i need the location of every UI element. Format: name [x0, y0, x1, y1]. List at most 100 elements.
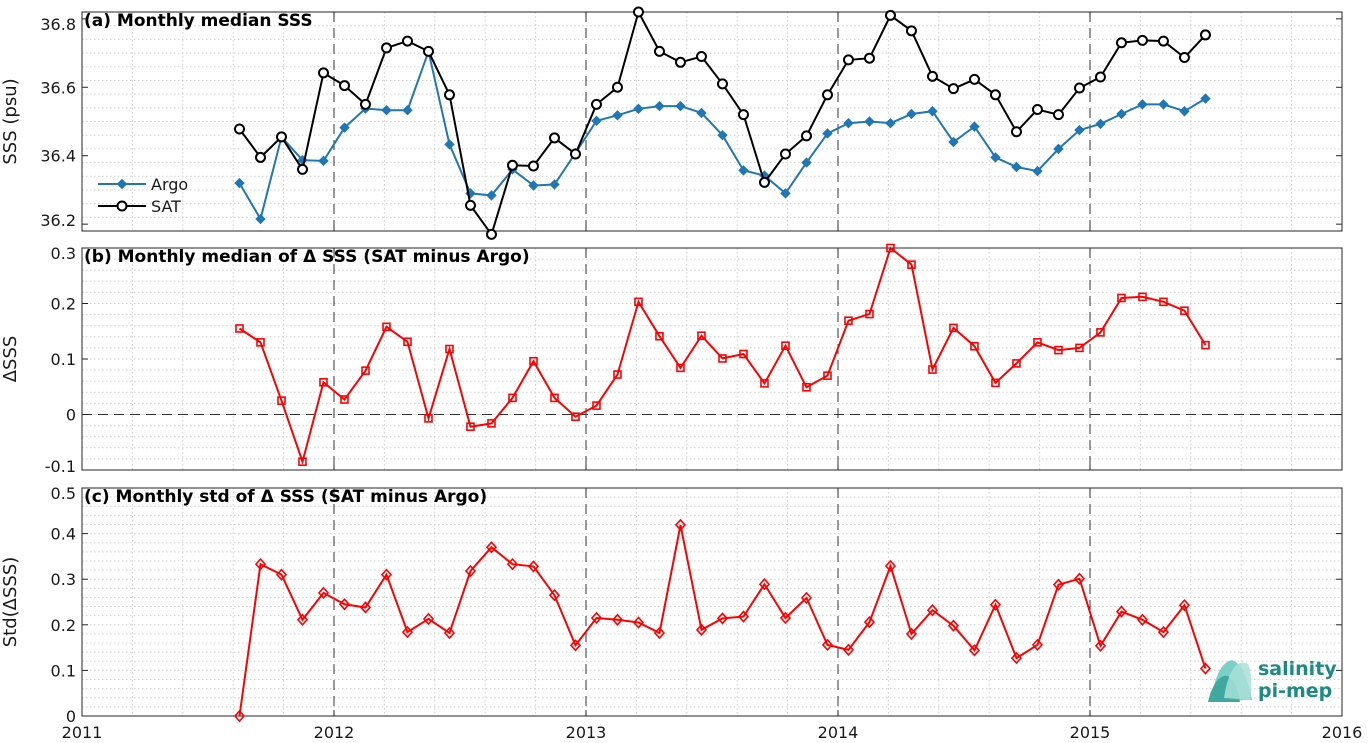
data-point — [1200, 93, 1211, 104]
data-point — [1115, 37, 1127, 49]
data-point — [655, 331, 664, 341]
data-point — [340, 395, 349, 404]
data-point — [1159, 297, 1168, 307]
data-point — [843, 118, 854, 129]
legend-marker — [116, 200, 128, 212]
x-tick-label: 2016 — [1322, 723, 1363, 742]
data-point — [338, 80, 350, 92]
legend-label: SAT — [151, 197, 181, 216]
data-point — [403, 337, 412, 347]
y-tick-label: 0.5 — [51, 484, 76, 503]
data-point — [234, 123, 245, 135]
panel-a: 36.2 36.4 36.6 36.8 SSS (psu) (a) Monthly med… — [0, 6, 1343, 240]
data-point — [317, 67, 329, 79]
data-point — [907, 260, 916, 269]
data-point — [361, 366, 370, 375]
data-point — [275, 568, 288, 581]
data-point — [1117, 293, 1126, 303]
data-point — [970, 341, 979, 351]
data-point — [968, 73, 980, 85]
data-point — [1073, 82, 1085, 94]
data-point — [633, 103, 644, 115]
data-point — [822, 128, 833, 139]
y-tick-label: 0.3 — [51, 570, 76, 589]
data-point — [653, 626, 666, 640]
data-point — [233, 709, 246, 723]
data-point — [1178, 598, 1191, 612]
data-point — [1010, 126, 1022, 138]
data-point — [653, 45, 665, 57]
data-point — [654, 100, 665, 112]
data-point — [865, 309, 874, 319]
data-point — [529, 356, 538, 366]
data-point — [424, 414, 433, 423]
data-point — [506, 557, 519, 571]
data-point — [1158, 99, 1169, 110]
data-point — [1115, 605, 1128, 618]
series-line — [238, 524, 1207, 717]
data-point — [885, 118, 896, 129]
data-point — [612, 110, 623, 121]
y-tick-label: 36.6 — [40, 78, 76, 97]
data-point — [277, 396, 286, 405]
data-point — [821, 89, 833, 101]
data-point — [296, 613, 309, 626]
y-axis-label: SSS (psu) — [0, 78, 21, 164]
grid — [82, 488, 1342, 716]
data-point — [548, 132, 560, 144]
data-point — [381, 105, 392, 116]
data-point — [906, 108, 917, 120]
y-tick-label: 36.2 — [40, 211, 76, 230]
data-point — [590, 98, 602, 110]
x-tick-label: 2015 — [1070, 723, 1111, 742]
data-point — [527, 160, 539, 172]
data-point — [550, 393, 559, 403]
y-tick-label: 0.2 — [51, 295, 76, 314]
data-point — [422, 45, 434, 57]
data-point — [842, 643, 855, 657]
data-point — [1157, 625, 1170, 639]
axes-box — [81, 11, 1343, 232]
data-point — [718, 354, 727, 363]
data-point — [1073, 572, 1086, 585]
data-point — [737, 109, 749, 121]
data-point — [989, 598, 1002, 611]
data-point — [1137, 99, 1148, 110]
data-point — [401, 35, 413, 47]
series-argo — [234, 46, 1211, 225]
x-tick-label: 2011 — [62, 723, 103, 742]
data-point — [359, 98, 371, 110]
data-point — [1031, 104, 1043, 116]
data-point — [695, 50, 707, 62]
data-point — [948, 136, 959, 148]
legend-marker — [116, 178, 128, 190]
data-point — [926, 70, 938, 82]
data-point — [611, 613, 624, 626]
data-point — [991, 378, 1000, 388]
data-point — [1201, 340, 1210, 350]
data-point — [949, 323, 958, 333]
data-point — [444, 139, 455, 150]
data-point — [506, 159, 518, 171]
data-point — [674, 56, 686, 68]
data-point — [1096, 328, 1105, 337]
data-point — [1054, 345, 1063, 355]
data-point — [1052, 578, 1065, 591]
series-delta — [233, 518, 1212, 723]
panel-b: -0.1 0 0.1 0.2 0.3 ΔSSS (b) Monthly median of … — [0, 243, 1343, 476]
data-point — [716, 612, 729, 625]
y-tick-label: 0 — [66, 406, 76, 425]
data-point — [1180, 306, 1189, 316]
data-point — [1010, 651, 1023, 665]
data-point — [676, 363, 685, 373]
y-tick-label: 36.8 — [40, 15, 76, 34]
y-tick-label: -0.1 — [45, 457, 76, 476]
data-point — [443, 626, 456, 640]
y-axis-label: Std(ΔSSS) — [0, 557, 21, 648]
y-tick-label: 0.1 — [51, 661, 76, 680]
data-point — [801, 157, 812, 168]
data-point — [464, 564, 477, 578]
data-point — [842, 54, 854, 66]
y-tick-label: 0.3 — [51, 244, 76, 263]
